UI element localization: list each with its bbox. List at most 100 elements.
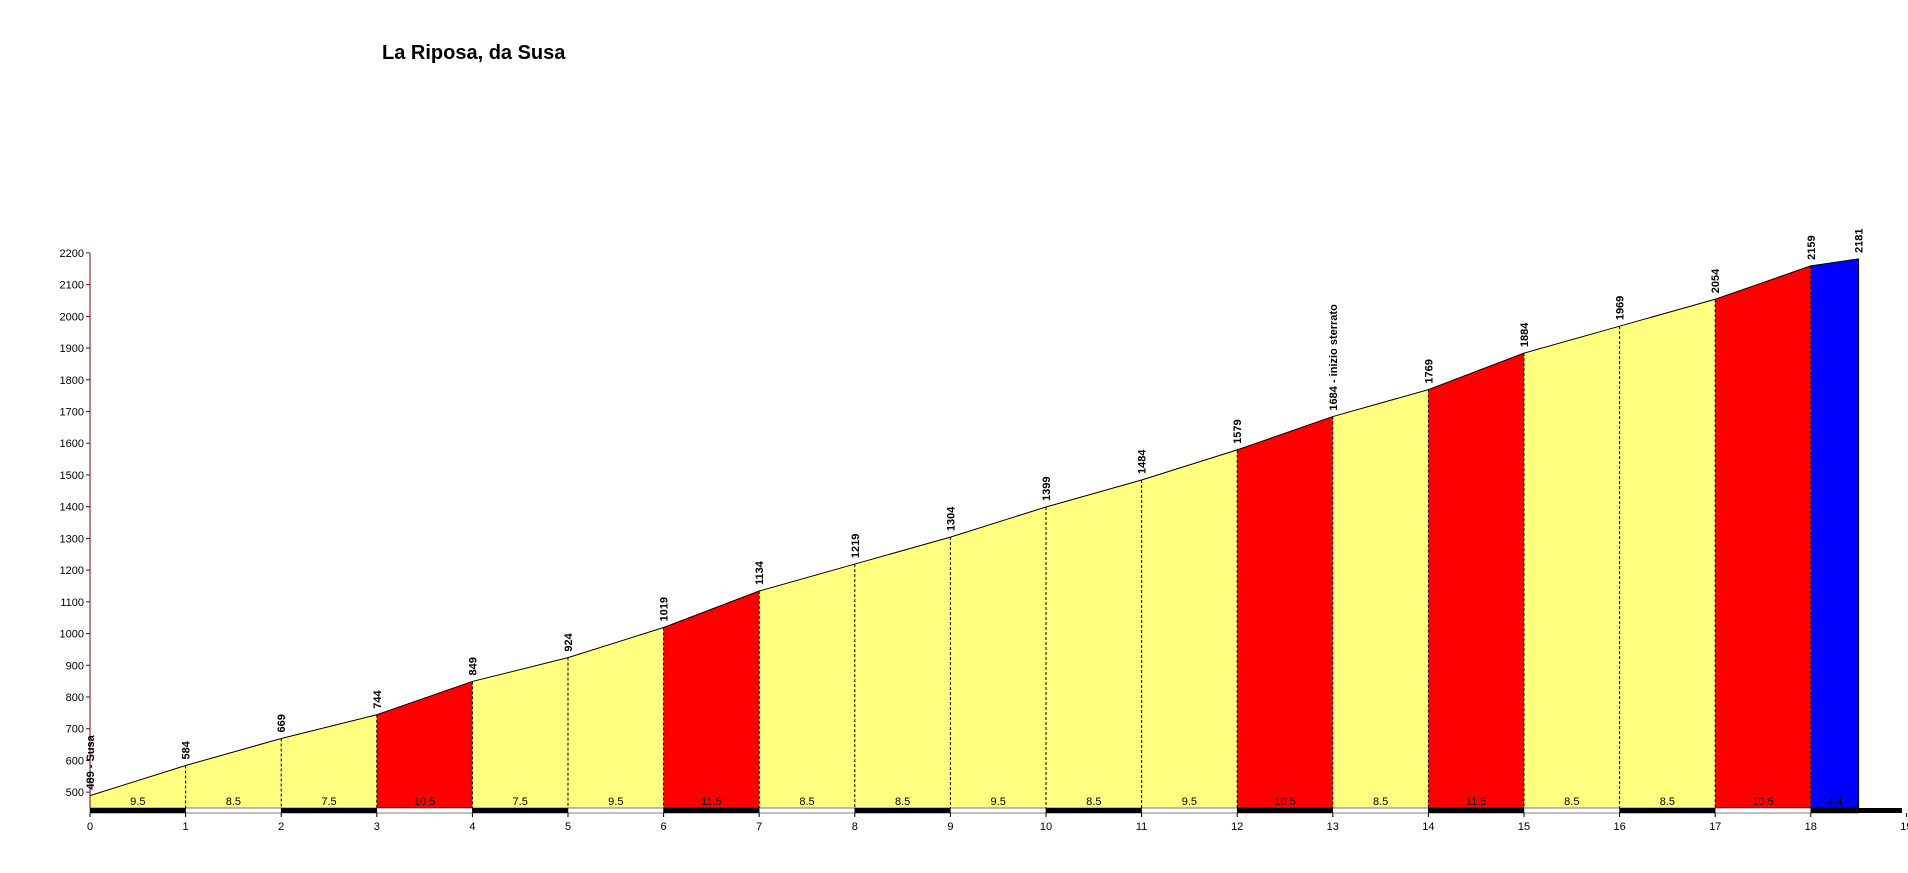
segment-15 [1524,326,1620,808]
strip-bar-6 [663,807,760,814]
elevation-label-8: 1219 [850,534,862,558]
x-tick-label-14: 14 [1422,821,1434,833]
gradient-label-15: 8.5 [1564,796,1579,808]
elevation-label-1: 584 [181,740,193,759]
y-tick-label-1300: 1300 [60,533,84,545]
elevation-labels: 489 - Susa 584 669 744 849 924 1019 1134 1219 130… [85,228,1866,789]
x-tick-label-9: 9 [947,821,953,833]
elevation-label-2: 669 [276,714,288,732]
gradient-label-16: 8.5 [1660,796,1675,808]
strip-bar-16 [1619,807,1716,814]
x-tick-label-18: 18 [1805,821,1817,833]
strip-bar-3 [376,807,473,814]
x-tick-label-8: 8 [852,821,858,833]
y-tick-label-2000: 2000 [60,311,84,323]
segment-7 [759,564,855,808]
axes-layer: 5006007008009001000110012001300140015001… [60,248,1908,833]
strip-bar-0 [89,807,186,814]
y-tick-label-900: 900 [66,660,84,672]
segment-11 [1141,449,1238,808]
elevation-label-3: 744 [372,690,384,709]
elevation-label-9: 1304 [945,506,957,531]
segment-3 [376,681,473,808]
x-tick-label-4: 4 [469,821,475,833]
y-tick-label-1700: 1700 [60,407,84,419]
x-tick-label-10: 10 [1040,821,1052,833]
elevation-label-18: 2159 [1806,235,1818,259]
elevation-label-7: 1134 [754,560,766,585]
gradient-label-12: 10.5 [1274,796,1295,808]
x-tick-label-19: 19 [1900,821,1908,833]
strip-bar-7 [758,807,856,814]
gradient-label-3: 10.5 [414,796,435,808]
x-tick-label-3: 3 [374,821,380,833]
gradient-label-9: 9.5 [991,796,1006,808]
y-tick-label-1000: 1000 [60,629,84,641]
segment-0 [90,765,186,808]
x-tick-label-15: 15 [1518,821,1530,833]
gradient-label-14: 11.5 [1466,796,1487,808]
segment-14 [1428,353,1524,808]
segment-10 [1046,480,1142,808]
segment-4 [472,657,568,808]
gradient-label-13: 8.5 [1373,796,1388,808]
elevation-label-0: 489 - Susa [85,734,97,789]
gradient-label-0: 9.5 [130,796,145,808]
y-tick-label-2100: 2100 [60,280,84,292]
segment-13 [1332,389,1429,808]
chart-title: La Riposa, da Susa [382,42,566,64]
y-tick-label-1100: 1100 [60,597,84,609]
strip-bar-8 [854,807,951,814]
gradient-label-1: 8.5 [226,796,241,808]
x-tick-label-6: 6 [661,821,667,833]
strip-bar-18 [1810,807,1859,814]
gradient-label-4: 7.5 [513,796,528,808]
km-dividers [185,265,1812,808]
y-tick-label-600: 600 [66,755,84,767]
elevation-label-13: 1684 - inizio sterrato [1328,304,1340,411]
x-tick-label-5: 5 [565,821,571,833]
strip-bar-5 [567,807,664,814]
y-tick-label-800: 800 [66,692,84,704]
strip-bar-14 [1428,807,1525,814]
gradient-strip: 9.5 8.5 7.5 10.5 7.5 9.5 11.5 8.5 8.5 9.5 8.5 9.5 10… [89,796,1902,814]
y-tick-label-500: 500 [66,787,84,799]
gradient-label-8: 8.5 [895,796,910,808]
elevation-label-5: 924 [563,632,575,651]
segment-12 [1237,416,1333,808]
x-tick-label-0: 0 [87,821,93,833]
elevation-label-14: 1769 [1423,359,1435,383]
elevation-label-10: 1399 [1041,476,1053,500]
y-tick-label-1800: 1800 [60,375,84,387]
gradient-label-11: 9.5 [1182,796,1197,808]
segment-9 [950,506,1046,808]
strip-bar-15 [1523,807,1620,814]
y-tick-label-1400: 1400 [60,502,84,514]
x-tick-label-12: 12 [1231,821,1243,833]
segment-1 [185,738,282,808]
x-tick-label-11: 11 [1136,821,1147,833]
strip-bar-4 [472,807,569,814]
segment-5 [568,627,664,808]
elevation-label-12: 1579 [1232,419,1244,443]
segment-18 [1810,258,1859,809]
y-tick-label-1200: 1200 [60,565,84,577]
segment-6 [663,591,760,808]
strip-bar-12 [1236,807,1334,814]
x-tick-label-2: 2 [278,821,284,833]
elevation-label-6: 1019 [659,597,671,621]
strip-bar-2 [280,807,378,814]
y-tick-label-2200: 2200 [60,248,84,260]
y-tick-label-700: 700 [66,724,84,736]
y-tick-label-1900: 1900 [60,343,84,355]
elevation-label-16: 1969 [1615,296,1627,320]
strip-bar-17 [1714,807,1812,814]
elevation-label-19: 2181 [1854,228,1866,252]
x-tick-label-16: 16 [1613,821,1625,833]
y-tick-label-1500: 1500 [60,470,84,482]
strip-bar-1 [185,807,282,814]
x-tick-label-17: 17 [1709,821,1721,833]
y-tick-label-1600: 1600 [60,438,84,450]
x-tick-label-1: 1 [183,821,189,833]
